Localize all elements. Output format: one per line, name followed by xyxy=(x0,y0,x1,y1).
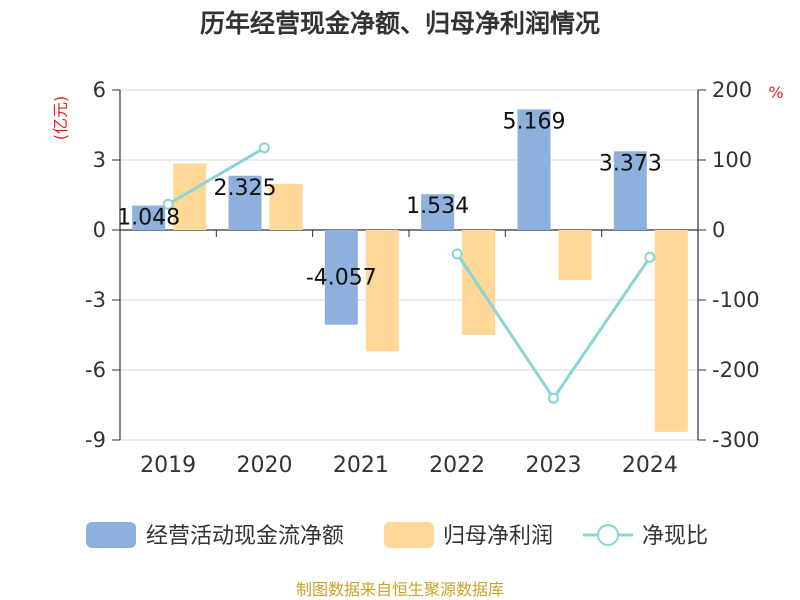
ratio-point xyxy=(548,392,559,404)
cashflow-bar xyxy=(421,194,455,230)
category-label: 2023 xyxy=(526,453,582,478)
legend: 经营活动现金流净额 归母净利润 净现比 xyxy=(86,522,708,549)
left-tick-label: -9 xyxy=(85,428,106,452)
right-tick-label: 200 xyxy=(712,78,752,102)
ratio-line-segment xyxy=(552,256,652,400)
category-label: 2024 xyxy=(622,453,678,478)
left-axis-unit: (亿元) xyxy=(51,96,70,141)
cashflow-bar xyxy=(228,175,262,230)
cashflow-data-label: 1.534 xyxy=(406,194,469,219)
bar-marks xyxy=(132,109,688,432)
net-profit-bar xyxy=(269,183,303,230)
legend-swatch-cashflow xyxy=(86,522,136,548)
right-tick-label: 100 xyxy=(712,148,752,172)
net-profit-bar xyxy=(365,230,399,352)
cashflow-data-label: 3.373 xyxy=(599,151,662,176)
cashflow-data-label: -4.057 xyxy=(306,266,377,291)
category-label: 2019 xyxy=(140,453,196,478)
ratio-point xyxy=(259,142,270,154)
cashflow-bar xyxy=(324,230,358,325)
left-tick-label: 0 xyxy=(93,218,106,242)
net-profit-bar xyxy=(462,230,496,335)
cashflow-data-label: 1.048 xyxy=(117,206,180,231)
axes: 6 200 3 100 0 0 -3 -100 -6 -200 -9 -300 2019 2020 2021… xyxy=(85,78,760,478)
data-labels: 1.048 2.325 -4.057 1.534 5.169 3.373 xyxy=(117,109,662,290)
legend-label-cashflow: 经营活动现金流净额 xyxy=(146,524,344,549)
right-tick-label: -200 xyxy=(712,358,760,382)
left-tick-label: -6 xyxy=(85,358,106,382)
left-tick-label: 3 xyxy=(93,148,106,172)
cashflow-data-label: 5.169 xyxy=(503,109,566,134)
left-tick-label: 6 xyxy=(93,78,106,102)
grid-lines xyxy=(120,89,698,441)
net-profit-bar xyxy=(558,230,592,281)
right-tick-label: 0 xyxy=(712,218,725,242)
category-label: 2022 xyxy=(429,453,485,478)
category-label: 2020 xyxy=(237,453,293,478)
cashflow-bar xyxy=(517,109,551,230)
ratio-line xyxy=(162,142,656,404)
right-tick-label: -300 xyxy=(712,428,760,452)
left-tick-label: -3 xyxy=(85,288,106,312)
legend-swatch-ratio-point xyxy=(597,524,619,546)
ratio-line-segment xyxy=(455,253,555,400)
right-axis-unit: % xyxy=(768,83,783,102)
cashflow-bar xyxy=(132,205,166,230)
source-note: 制图数据来自恒生聚源数据库 xyxy=(296,580,504,599)
ratio-line-segment xyxy=(167,146,266,206)
category-label: 2021 xyxy=(333,453,389,478)
legend-label-ratio: 净现比 xyxy=(642,524,708,549)
right-tick-label: -100 xyxy=(712,288,760,312)
ratio-point xyxy=(451,248,463,260)
ratio-point xyxy=(644,251,656,263)
ratio-point xyxy=(162,198,174,210)
cashflow-data-label: 2.325 xyxy=(214,176,277,201)
cashflow-bar xyxy=(613,151,647,230)
legend-label-profit: 归母净利润 xyxy=(443,524,553,549)
net-profit-bar xyxy=(654,230,688,432)
chart-title: 历年经营现金净额、归母净利润情况 xyxy=(200,9,600,38)
legend-swatch-profit xyxy=(384,522,434,548)
